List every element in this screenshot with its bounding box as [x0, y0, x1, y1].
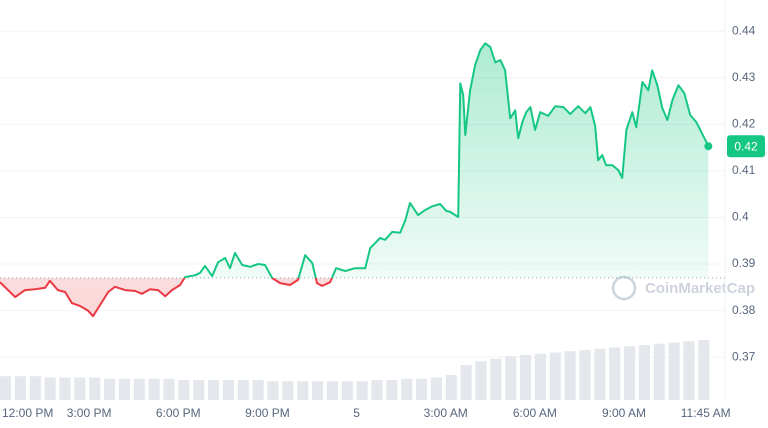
volume-bar	[549, 352, 561, 400]
volume-bar	[430, 377, 442, 400]
volume-bar	[460, 365, 472, 400]
volume-bar	[103, 378, 116, 400]
volume-bar	[222, 380, 234, 400]
volume-bar	[326, 381, 338, 400]
area-down	[0, 277, 709, 317]
volume-bar	[594, 348, 606, 400]
price-badge	[727, 135, 765, 158]
volume-bar	[401, 378, 413, 400]
x-tick-label: 12:00 PM	[2, 406, 53, 420]
x-tick-label: 9:00 AM	[602, 406, 646, 420]
y-tick-label: 0.43	[732, 70, 756, 84]
volume-bar	[282, 381, 294, 400]
volume-bar	[445, 375, 457, 400]
volume-bar	[148, 378, 160, 400]
volume-bar	[638, 345, 650, 400]
y-tick-label: 0.37	[732, 349, 756, 363]
y-tick-label: 0.44	[732, 23, 756, 37]
volume-bar	[564, 351, 576, 400]
volume-bar	[178, 380, 190, 400]
x-tick-label: 3:00 PM	[67, 406, 112, 420]
volume-bar	[44, 377, 56, 400]
y-tick-label: 0.38	[732, 303, 756, 317]
volume-bar	[311, 381, 324, 400]
watermark-logo	[611, 275, 637, 301]
volume-bar	[519, 355, 532, 400]
volume-bar	[237, 380, 249, 400]
volume-bar	[118, 378, 130, 400]
volume-bar	[341, 381, 353, 400]
watermark-text: CoinMarketCap	[645, 280, 755, 297]
volume-bar	[653, 343, 665, 400]
volume-bar	[297, 381, 309, 400]
watermark: CoinMarketCap	[611, 275, 755, 301]
price-line-down	[0, 277, 333, 318]
volume-bar	[668, 342, 680, 400]
volume-bar	[609, 347, 621, 400]
volume-bar	[193, 380, 205, 400]
x-tick-label: 6:00 AM	[513, 406, 557, 420]
volume-bar	[534, 353, 546, 400]
volume-bar	[267, 381, 279, 400]
volume-bar	[505, 356, 517, 400]
volume-bar	[59, 377, 71, 400]
volume-bar	[356, 381, 368, 400]
volume-bar	[698, 340, 710, 400]
x-tick-label: 5	[353, 406, 360, 420]
volume-bar	[475, 361, 487, 400]
volume-bar	[29, 376, 41, 400]
volume-bar	[623, 346, 636, 400]
price-line-up	[183, 42, 710, 278]
volume-bar	[415, 378, 428, 400]
volume-bar	[683, 341, 695, 400]
volume-bar	[371, 380, 383, 400]
volume-bar	[207, 380, 220, 400]
y-tick-label: 0.42	[732, 117, 756, 131]
area-up	[184, 43, 709, 278]
volume-bar	[386, 380, 398, 400]
volume-bar	[490, 358, 502, 400]
x-tick-label: 3:00 AM	[424, 406, 468, 420]
volume-bar	[74, 377, 86, 400]
x-tick-label: 9:00 PM	[245, 406, 290, 420]
y-tick-label: 0.4	[732, 210, 749, 224]
x-tick-label: 11:45 AM	[681, 406, 731, 420]
volume-bar	[163, 378, 175, 400]
volume-bar	[133, 378, 145, 400]
volume-bar	[579, 350, 591, 400]
x-tick-label: 6:00 PM	[156, 406, 201, 420]
y-tick-label: 0.39	[732, 256, 756, 270]
volume-bar	[252, 380, 264, 400]
price-badge-label: 0.42	[734, 139, 758, 153]
volume-bar	[14, 376, 26, 400]
y-tick-label: 0.41	[732, 163, 756, 177]
last-point	[704, 142, 713, 151]
volume-bar	[0, 376, 12, 400]
volume-bar	[89, 377, 101, 400]
